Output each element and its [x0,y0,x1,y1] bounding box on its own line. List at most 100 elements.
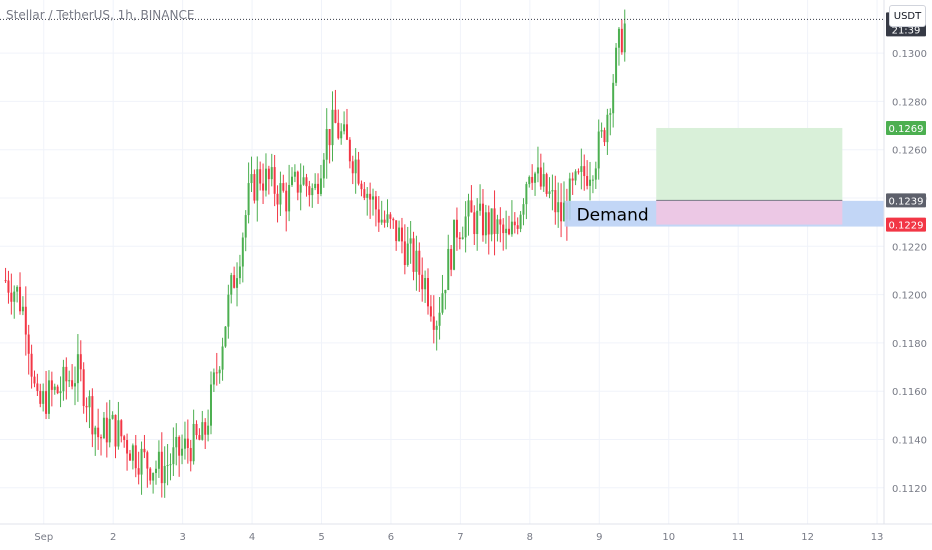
candle-body [241,237,244,267]
candle-body [481,203,484,236]
candle-body [496,219,499,234]
candle-body [400,227,403,242]
candle-body [19,286,22,312]
candle-body [473,212,476,235]
candle-body [577,171,580,173]
candle-body [296,171,299,193]
candle-body [580,166,583,172]
candle-body [369,193,372,200]
x-tick-label: 12 [801,532,814,543]
candle-body [134,445,137,469]
candle-body [334,109,337,123]
candle-body [484,212,487,236]
currency-button[interactable]: USDT [889,5,926,27]
y-tick-label: 0.1160 [892,387,927,398]
candle-body [97,427,100,438]
candle-body [47,380,50,414]
candle-body [102,417,105,439]
candle-body [82,369,85,406]
candle-body [311,188,314,196]
candle-body [288,184,291,212]
candle-body [568,178,571,220]
candle-body [487,212,490,235]
candle-body [85,405,88,408]
candle-body [562,202,565,222]
candle-body [322,159,325,179]
candle-body [128,453,131,461]
candle-body [56,386,59,394]
candle-body [212,372,215,385]
candle-body [493,208,496,234]
candle-body [192,423,195,462]
candle-body [299,184,302,193]
candle-body [62,366,65,392]
candle-body [146,452,149,469]
y-tick-label: 0.1300 [892,49,927,60]
candle-body [406,243,409,265]
price-label: 0.1239 [889,196,924,207]
x-tick-label: 11 [732,532,745,543]
y-tick-label: 0.1120 [892,484,927,495]
candle-body [100,437,103,439]
candle-body [137,468,140,475]
x-tick-label: 5 [318,532,324,543]
candle-body [244,215,247,238]
candle-body [528,176,531,185]
candle-body [510,221,513,235]
candle-body [140,448,143,475]
candle-body [450,248,453,270]
candle-body [476,210,479,235]
loss-zone [656,200,843,225]
overlays: Demand [0,18,884,227]
candle-body [319,178,322,194]
candle-body [435,325,438,330]
price-label: 0.1269 [889,124,924,135]
candle-body [186,438,189,448]
candle-body [120,420,123,437]
candle-body [7,280,10,293]
candle-body [499,219,502,225]
demand-zone-label: Demand [577,206,649,226]
x-tick-label: 10 [662,532,675,543]
candle-body [551,190,554,192]
candle-body [250,174,253,184]
x-tick-label: 8 [527,532,533,543]
candle-body [325,129,328,160]
candle-body [163,465,166,484]
candle-body [27,334,30,354]
candle-body [264,168,267,191]
candle-body [615,47,618,83]
candle-body [412,238,415,272]
x-axis: Sep 2 3 4 5 6 7 8 9 10 11 12 13 [34,532,883,543]
candle-body [571,178,574,181]
candle-body [438,312,441,326]
candle-body [308,186,311,196]
candle-body [343,124,346,132]
candle-body [345,124,348,140]
candle-body [91,396,94,435]
candle-body [357,159,360,184]
candle-body [157,451,160,469]
candle-body [253,174,256,201]
candle-body [279,183,282,205]
candle-body [505,228,508,234]
candle-body [586,176,589,186]
candle-body [603,130,606,143]
candle-body [513,221,516,226]
profit-zone [656,127,843,201]
candle-body [432,316,435,330]
candle-body [534,173,537,183]
candle-body [383,219,386,223]
candle-body [340,131,343,139]
candle-body [123,436,126,441]
candle-body [348,139,351,162]
candle-body [126,440,129,454]
candle-body [403,241,406,265]
candle-body [314,183,317,189]
candle-body [256,169,259,201]
candle-body [73,383,76,387]
x-tick-label: 6 [388,532,394,543]
candle-body [426,278,429,307]
candles [4,9,626,498]
